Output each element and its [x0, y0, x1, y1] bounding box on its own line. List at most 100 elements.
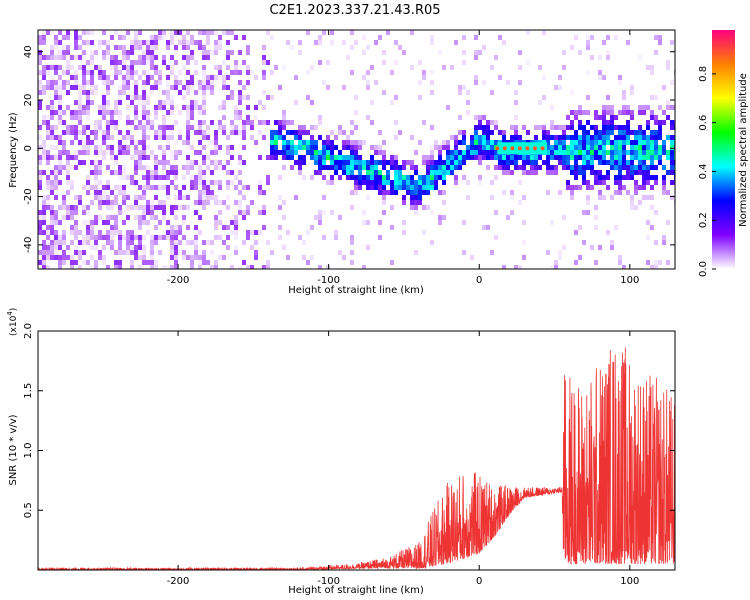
spectrogram-cell [210, 120, 214, 125]
spectrogram-cell [326, 85, 330, 90]
spectrogram-cell [626, 165, 630, 170]
spectrogram-cell [658, 150, 662, 155]
spectrogram-cell [398, 165, 402, 170]
spectrogram-cell [634, 185, 638, 190]
spectrogram-cell [82, 110, 86, 115]
spectrogram-cell [154, 80, 158, 85]
spectrogram-cell [234, 175, 238, 180]
spectrogram-cell [82, 210, 86, 215]
spectrogram-cell [382, 190, 386, 195]
spectrogram-cell [162, 160, 166, 165]
spectrogram-cell [86, 205, 90, 210]
spectrogram-cell [150, 235, 154, 240]
spectrogram-cell [98, 45, 102, 50]
spectrogram-cell [498, 160, 502, 165]
spectrogram-cell [410, 185, 414, 190]
spectrogram-cell [670, 145, 674, 150]
spectrogram-cell [62, 195, 66, 200]
spectrogram-cell [354, 155, 358, 160]
spectrogram-cell [442, 190, 446, 195]
spectrogram-cell [118, 110, 122, 115]
spectrogram-cell [474, 75, 478, 80]
spectrogram-cell [202, 90, 206, 95]
spectrogram-cell [434, 185, 438, 190]
y-tick-label: -20 [23, 188, 34, 204]
spectrogram-cell [198, 150, 202, 155]
spectrogram-cell [90, 40, 94, 45]
spectrogram-cell [186, 55, 190, 60]
spectrogram-cell [390, 190, 394, 195]
spectrogram-cell [578, 225, 582, 230]
spectrogram-cell [422, 205, 426, 210]
spectrogram-cell [438, 220, 442, 225]
spectrogram-cell [238, 190, 242, 195]
spectrogram-cell [62, 215, 66, 220]
spectrogram-cell [126, 95, 130, 100]
spectrogram-cell [538, 65, 542, 70]
spectrogram-cell [322, 175, 326, 180]
spectrogram-cell [46, 180, 50, 185]
spectrogram-cell [550, 165, 554, 170]
spectrogram-cell [186, 40, 190, 45]
spectrogram-cell [158, 100, 162, 105]
spectrogram-cell [390, 205, 394, 210]
spectrogram-cell [298, 50, 302, 55]
spectrogram-cell [66, 30, 70, 35]
spectrogram-cell [622, 140, 626, 145]
spectrogram-frame [37, 29, 676, 270]
spectrogram-cell [402, 175, 406, 180]
spectrogram-cell [86, 230, 90, 235]
spectrogram-cell [218, 255, 222, 260]
spectrogram-cell [326, 165, 330, 170]
spectrogram-cell [82, 130, 86, 135]
spectrogram-cell [262, 205, 266, 210]
spectrogram-cell [198, 45, 202, 50]
spectrogram-cell [606, 50, 610, 55]
spectrogram-cell [98, 215, 102, 220]
spectrogram-cell [486, 165, 490, 170]
spectrogram-cell [358, 145, 362, 150]
spectrogram-cell [78, 55, 82, 60]
spectrogram-cell [350, 140, 354, 145]
spectrogram-cell [214, 200, 218, 205]
spectrogram-cell [130, 65, 134, 70]
spectrogram-cell [594, 125, 598, 130]
spectrogram-cell [518, 265, 522, 269]
spectrogram-cell [586, 40, 590, 45]
spectrogram-cell [454, 180, 458, 185]
spectrogram-cell [578, 150, 582, 155]
spectrogram-cell [50, 115, 54, 120]
spectrogram-cell [54, 80, 58, 85]
spectrogram-cell [150, 90, 154, 95]
spectrogram-cell [254, 105, 258, 110]
spectrogram-cell [54, 85, 58, 90]
spectrogram-cell [466, 90, 470, 95]
spectrogram-cell [154, 175, 158, 180]
spectrogram-cell [118, 85, 122, 90]
spectrogram-cell [190, 165, 194, 170]
spectrogram-cell [530, 170, 534, 175]
spectrogram-cell [146, 120, 150, 125]
spectrogram-cell [490, 130, 494, 135]
spectrogram-cell [50, 185, 54, 190]
spectrogram-cell [146, 145, 150, 150]
spectrogram-cell [354, 180, 358, 185]
spectrogram-cell [326, 60, 330, 65]
spectrogram-cell [422, 75, 426, 80]
spectrogram-cell [90, 90, 94, 95]
spectrogram-cell [138, 255, 142, 260]
spectrogram-cell [262, 210, 266, 215]
spectrogram-cell [570, 125, 574, 130]
spectrogram-cell [210, 180, 214, 185]
spectrogram-cell [42, 30, 46, 35]
spectrogram-cell [70, 165, 74, 170]
spectrogram-cell [522, 240, 526, 245]
spectrogram-cell [66, 175, 70, 180]
spectrogram-cell [222, 165, 226, 170]
spectrogram-cell [74, 35, 78, 40]
spectrogram-cell [398, 180, 402, 185]
spectrogram-cell [250, 120, 254, 125]
spectrogram-cell [222, 80, 226, 85]
spectrogram-cell [46, 150, 50, 155]
spectrogram-cell [618, 255, 622, 260]
